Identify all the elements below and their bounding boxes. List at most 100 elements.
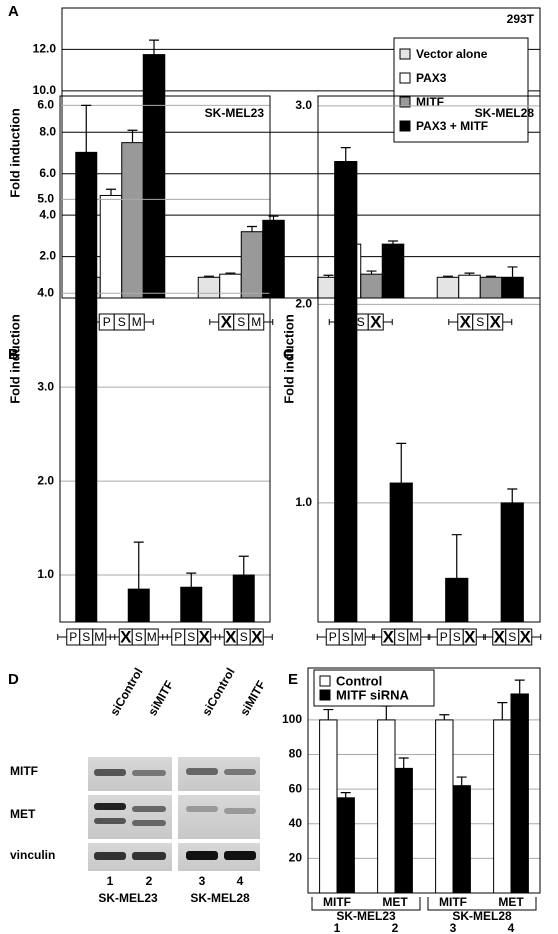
bar bbox=[452, 785, 471, 894]
construct-letter: X bbox=[494, 627, 506, 646]
error-bar bbox=[127, 129, 138, 143]
error-bar bbox=[203, 275, 214, 278]
y-tick-label: 2.0 bbox=[295, 297, 312, 311]
construct-letter: X bbox=[520, 627, 532, 646]
y-axis-label: Fold induction bbox=[7, 108, 22, 198]
panel-letter: B bbox=[8, 346, 19, 363]
error-bar bbox=[149, 39, 160, 55]
blot-band bbox=[132, 806, 166, 812]
y-tick-label: 100 bbox=[282, 712, 302, 726]
blot-band bbox=[224, 851, 256, 860]
bar bbox=[510, 693, 529, 894]
legend-swatch bbox=[399, 96, 411, 108]
blot-band bbox=[186, 851, 218, 860]
construct-letter: S bbox=[397, 630, 405, 644]
x-tick-label: MITF bbox=[439, 895, 467, 909]
legend-label: MITF siRNA bbox=[336, 687, 410, 702]
y-tick-label: 4.0 bbox=[39, 207, 56, 221]
plot-frame bbox=[307, 667, 541, 894]
bar bbox=[121, 142, 144, 299]
y-tick-label: 40 bbox=[289, 816, 303, 830]
column-label: siMITF bbox=[237, 678, 268, 718]
error-bar bbox=[323, 274, 334, 278]
construct-box bbox=[249, 628, 264, 646]
construct-letter: P bbox=[174, 630, 182, 644]
construct-letter: X bbox=[251, 627, 263, 646]
error-bar bbox=[366, 270, 377, 275]
construct-letter: S bbox=[187, 630, 195, 644]
x-tick-label: MET bbox=[382, 895, 408, 909]
y-tick-label: 8.0 bbox=[39, 124, 56, 138]
bar bbox=[262, 219, 285, 299]
construct-letter: M bbox=[409, 630, 419, 644]
lane-label: 2 bbox=[146, 874, 153, 888]
construct-box bbox=[248, 313, 265, 331]
lane-label: 1 bbox=[107, 874, 114, 888]
construct-letter: M bbox=[132, 315, 142, 329]
construct-letter: X bbox=[225, 627, 237, 646]
error-bar bbox=[398, 757, 409, 769]
lane-label: 2 bbox=[392, 921, 399, 934]
bar bbox=[334, 161, 358, 623]
bar bbox=[360, 273, 383, 299]
legend-swatch bbox=[399, 120, 411, 132]
error-bar bbox=[238, 555, 249, 576]
chart-title: SK-MEL28 bbox=[475, 106, 535, 120]
construct-letter: X bbox=[460, 312, 472, 331]
construct-letter: X bbox=[464, 627, 476, 646]
y-tick-label: 10.0 bbox=[33, 83, 57, 97]
cell-line-label: SK-MEL28 bbox=[190, 891, 250, 905]
plot-frame bbox=[317, 95, 541, 623]
bar bbox=[232, 574, 255, 623]
construct-letter: M bbox=[94, 630, 104, 644]
bar bbox=[377, 719, 396, 894]
construct-letter: M bbox=[251, 315, 261, 329]
bar bbox=[389, 482, 413, 623]
lane-label: 3 bbox=[199, 874, 206, 888]
error-bar bbox=[497, 702, 508, 720]
construct-letter: M bbox=[147, 630, 157, 644]
legend-box bbox=[313, 669, 435, 707]
error-bar bbox=[247, 225, 258, 232]
y-tick-label: 1.0 bbox=[295, 495, 312, 509]
lane-label: 3 bbox=[450, 921, 457, 934]
y-tick-label: 20 bbox=[289, 851, 303, 865]
legend-label: MITF bbox=[416, 95, 444, 109]
y-tick-label: 2.0 bbox=[37, 473, 54, 487]
error-bar bbox=[323, 708, 334, 720]
chart-title: SK-MEL23 bbox=[205, 106, 265, 120]
bar bbox=[142, 54, 166, 299]
lane-label: 1 bbox=[334, 921, 341, 934]
y-tick-label: 60 bbox=[289, 781, 303, 795]
row-label: vinculin bbox=[10, 848, 55, 862]
construct-letter: S bbox=[240, 630, 248, 644]
bar bbox=[197, 276, 221, 299]
y-tick-label: 1.0 bbox=[37, 567, 54, 581]
lane-label: 4 bbox=[237, 874, 244, 888]
bar bbox=[381, 243, 405, 299]
construct-box bbox=[487, 313, 504, 331]
error-bar bbox=[456, 776, 467, 786]
error-bar bbox=[381, 705, 392, 720]
bar bbox=[479, 276, 503, 299]
legend-swatch bbox=[319, 675, 331, 687]
error-bar bbox=[514, 679, 525, 694]
construct-box bbox=[518, 628, 533, 646]
x-tick-label: MET bbox=[498, 895, 524, 909]
y-tick-label: 6.0 bbox=[39, 166, 56, 180]
group-label: SK-MEL28 bbox=[452, 909, 512, 923]
construct-letter: S bbox=[237, 315, 245, 329]
construct-letter: X bbox=[221, 312, 233, 331]
construct-letter: X bbox=[383, 627, 395, 646]
construct-letter: S bbox=[82, 630, 90, 644]
blot-band bbox=[94, 769, 126, 776]
construct-letter: S bbox=[357, 315, 365, 329]
panel-letter: D bbox=[8, 671, 19, 688]
construct-letter: S bbox=[135, 630, 143, 644]
error-bar bbox=[225, 272, 236, 275]
group-bracket bbox=[427, 897, 537, 911]
bar bbox=[445, 577, 469, 623]
blot-band bbox=[132, 852, 166, 860]
legend-swatch bbox=[399, 48, 411, 60]
